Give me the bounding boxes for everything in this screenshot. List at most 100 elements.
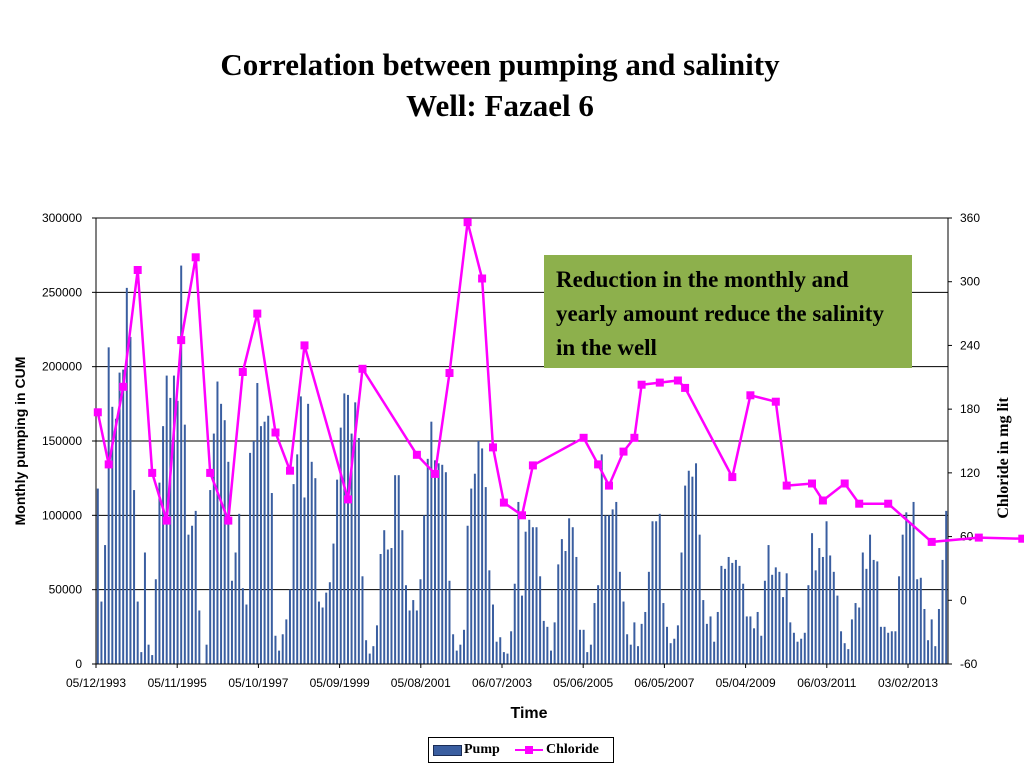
pump-bar [274,635,277,664]
legend: Pump Chloride [428,737,614,763]
y2-tick-label: 180 [960,402,980,416]
callout-note: Reduction in the monthly and yearly amou… [544,255,912,368]
pump-bar [571,527,574,664]
x-tick-label: 06/05/2007 [634,676,694,690]
chloride-point [771,397,780,406]
y-axis-title: Monthly pumping in CUM [12,357,28,526]
pump-bar [470,488,473,664]
chloride-point [489,443,497,452]
pump-bar [684,485,687,664]
pump-bar [753,628,756,664]
pump-bar [760,635,763,664]
pump-bar [488,570,491,664]
x-tick-label: 06/03/2011 [797,676,856,690]
x-tick-label: 05/10/1997 [228,676,288,690]
chloride-point [431,469,439,478]
chloride-point [855,499,864,508]
pump-bar [876,561,879,664]
pump-bar [662,603,665,664]
pump-bar [361,576,364,664]
pump-bar [890,631,893,664]
x-tick-label: 03/02/2013 [878,676,938,690]
pump-bar [96,488,99,664]
pump-bar [934,646,937,664]
pump-bar [535,527,538,664]
pump-bar [365,640,368,664]
pump-bar [517,501,520,664]
chloride-point [177,336,186,345]
y-tick-label: 100000 [42,508,82,522]
pump-bar [850,619,853,664]
pump-bar [637,646,640,664]
pump-bar [100,601,103,664]
pump-bar [238,513,241,664]
pump-bar [125,287,128,664]
pump-bar [336,479,339,664]
chloride-point [191,253,200,262]
pump-bar [180,265,183,664]
pump-bar [564,551,567,664]
pump-bar [118,372,121,664]
pump-bar [372,646,375,664]
pump-bar [524,531,527,664]
pump-bar [836,595,839,664]
pump-bar [771,574,774,664]
pump-bar [209,490,212,664]
x-tick-label: 05/08/2001 [391,676,451,690]
pump-bar [778,571,781,664]
pump-bar [698,534,701,664]
pump-bar [579,629,581,664]
pump-bar [194,510,197,664]
pump-bar [256,383,259,664]
pump-bar [433,460,436,664]
y2-tick-label: 240 [960,338,980,352]
pump-bar [328,582,331,664]
pump-bar [484,487,487,664]
pump-bar [259,426,262,664]
y2-tick-label: 120 [960,466,980,480]
pump-bar [611,509,614,664]
pump-bar [147,644,150,664]
y2-tick-label: 0 [960,593,967,607]
pump-bar [241,588,244,664]
y2-tick-label: 360 [960,211,980,225]
pump-bar [162,426,165,664]
x-tick-label: 05/12/1993 [66,676,126,690]
pump-bar [502,652,505,664]
chloride-point [253,309,262,318]
pump-bar [687,470,690,664]
chloride-point [206,468,215,477]
pump-bar [767,545,770,664]
pump-bar [666,626,669,664]
y-tick-label: 300000 [42,211,82,225]
pump-bar [865,568,868,664]
chloride-point [104,460,113,469]
pump-bar [423,515,426,664]
pump-bar [673,638,676,664]
chloride-point [271,428,280,437]
pump-bar [807,585,810,664]
x-tick-label: 05/04/2009 [716,676,776,690]
chloride-point [818,496,827,505]
pump-bar [618,571,621,664]
pump-bar [379,553,382,664]
pump-bar [506,653,509,664]
slide-title: Correlation between pumping and salinity… [0,44,1000,126]
pump-bar [386,549,389,664]
pump-bar [796,641,799,664]
chloride-point [463,218,472,227]
pump-bar [111,406,114,664]
pump-bar [143,552,146,664]
pump-bar [879,626,882,664]
pump-swatch-icon [433,744,462,756]
pump-bar [854,603,857,664]
pump-bar [894,631,897,664]
pump-bar [789,622,792,664]
pump-bar [390,548,393,664]
pump-bar [383,530,386,664]
legend-item-pump: Pump [433,742,500,758]
pump-bar [404,585,407,664]
axis-ticks: 0 50000 100000 150000 200000 250000 300000 -60 0… [42,211,980,690]
pump-bar [644,611,647,664]
y-tick-label: 200000 [42,360,82,374]
